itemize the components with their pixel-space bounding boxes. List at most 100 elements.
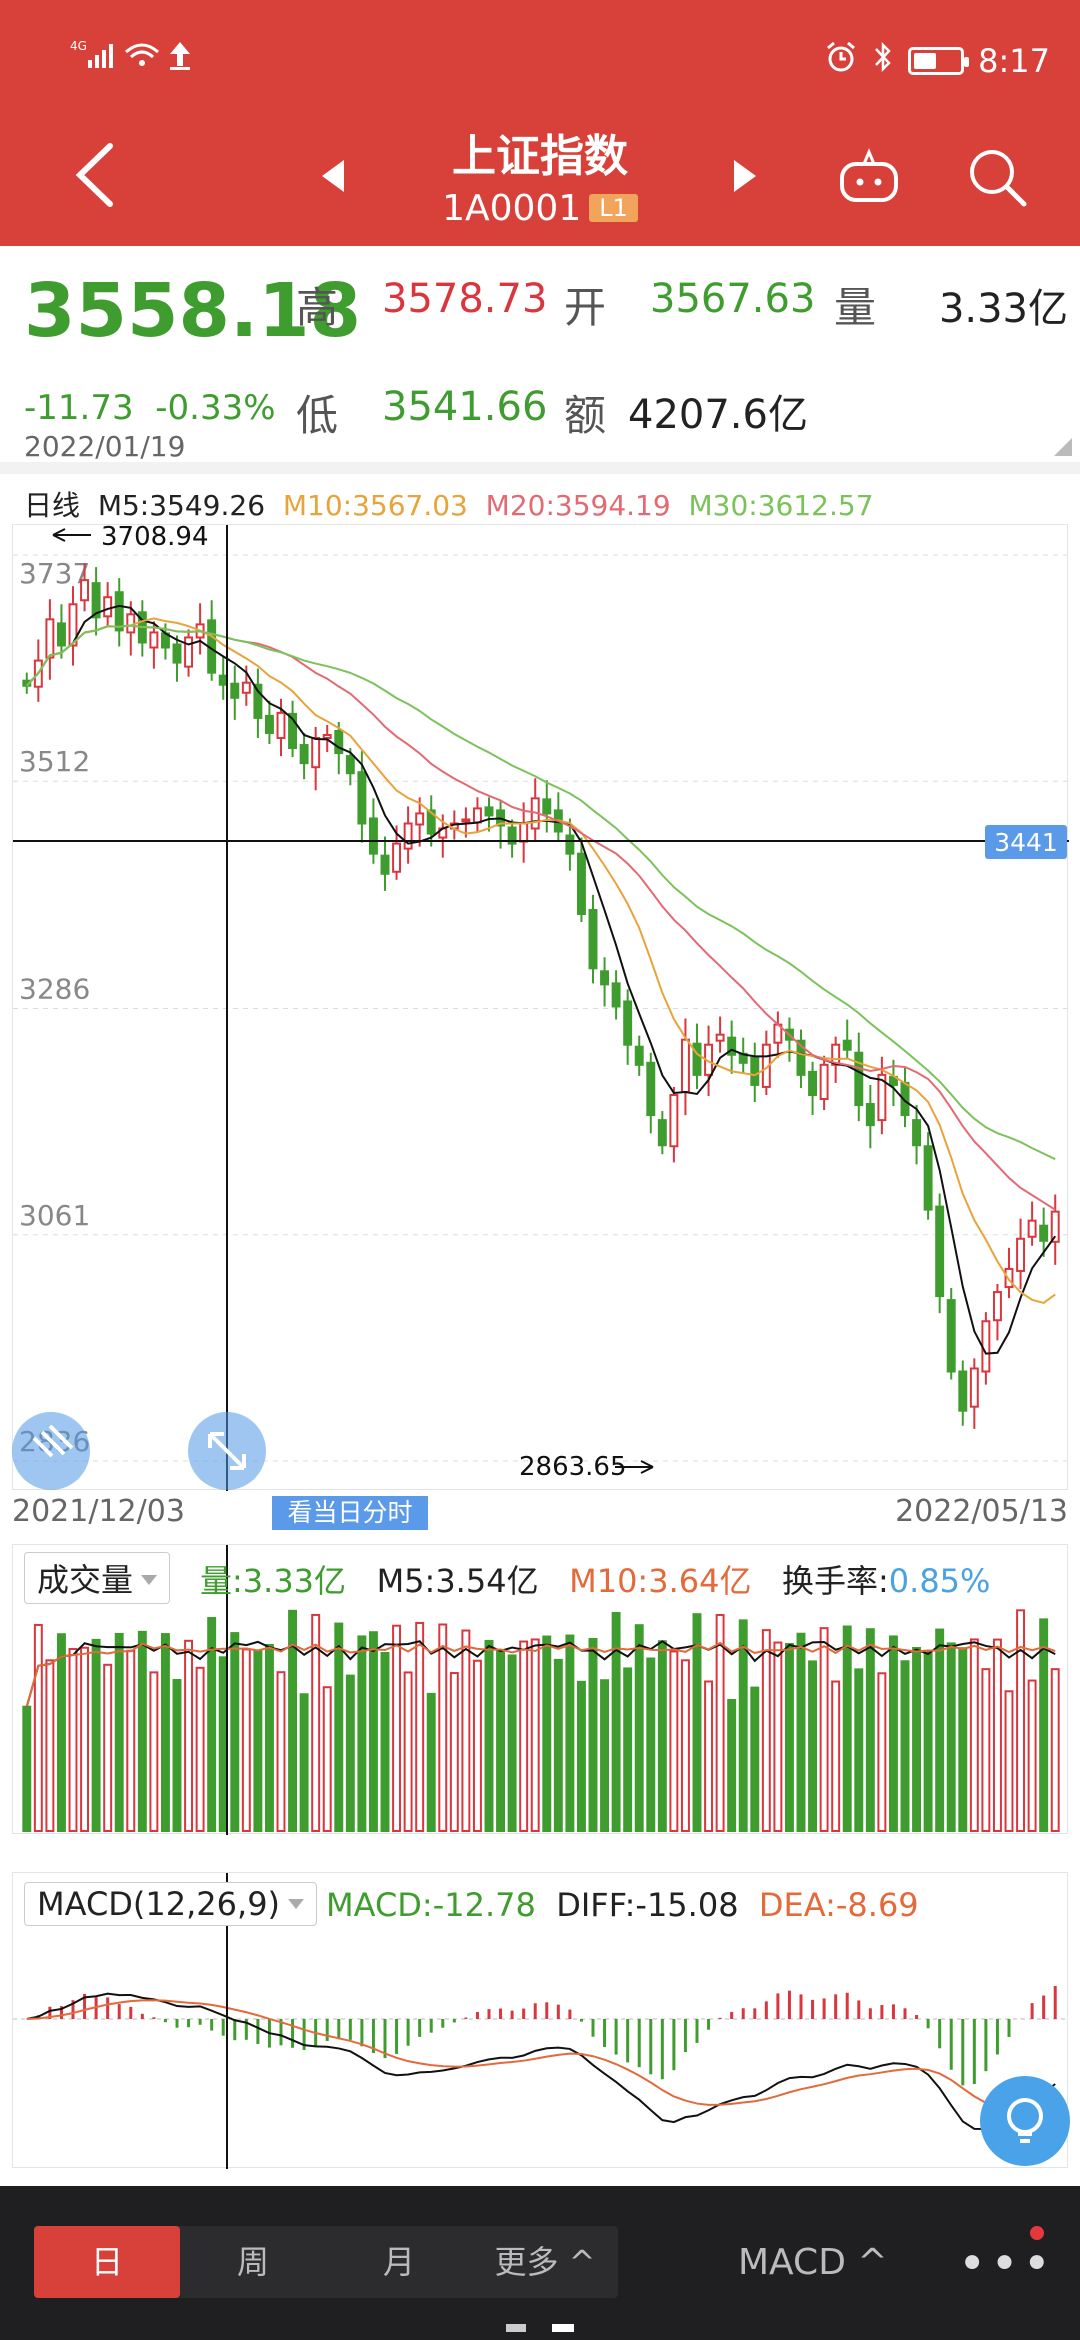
volume-bar (588, 1637, 598, 1833)
ma-legend: 日线 M5:3549.26 M10:3567.03 M20:3594.19 M3… (24, 484, 874, 524)
volume-bar (542, 1635, 552, 1833)
candle (288, 712, 298, 750)
candle (912, 1119, 922, 1147)
candle (958, 1370, 968, 1412)
level-badge: L1 (589, 194, 638, 222)
volume-bar (392, 1624, 402, 1833)
kline-svg[interactable]: 37373512328630612836 3441 3708.94 2863.6… (13, 522, 1069, 1491)
volume-bar (80, 1646, 90, 1833)
volume-bar (946, 1642, 956, 1832)
fullscreen-fab[interactable] (188, 1412, 266, 1490)
expand-corner-icon[interactable] (1054, 438, 1072, 456)
clock: 8:17 (978, 42, 1050, 80)
volume-bar (461, 1629, 471, 1832)
volume-bar (657, 1640, 667, 1832)
volume-svg[interactable] (13, 1545, 1069, 1835)
last-price: 3558.18 (24, 268, 362, 354)
volume-values: 量:3.33亿 M5:3.54亿 M10:3.64亿 换手率:0.85% (200, 1556, 990, 1602)
candle (657, 1119, 667, 1147)
indicator-switch[interactable]: MACD ^ (738, 2242, 888, 2283)
candle (172, 643, 182, 664)
volume-ma5-line (25, 1640, 1056, 1707)
volume-bar (472, 1659, 482, 1832)
volume-indicator-select[interactable]: 成交量 (24, 1552, 171, 1604)
back-arrow-icon[interactable] (70, 140, 126, 210)
volume-bar (195, 1666, 205, 1832)
stock-code: 1A0001 L1 (0, 188, 1080, 229)
code-text: 1A0001 (442, 188, 582, 229)
candle (669, 1093, 679, 1148)
candle (218, 674, 228, 686)
candle (1027, 1219, 1037, 1238)
candle (750, 1056, 760, 1086)
candle (634, 1045, 644, 1066)
prev-stock-icon[interactable] (318, 156, 348, 196)
ma5-line (26, 604, 1057, 1355)
dropdown-arrow-icon (141, 1575, 158, 1585)
macd-panel[interactable] (12, 1872, 1069, 2169)
volume-bar (692, 1613, 702, 1832)
intraday-button[interactable]: 看当日分时 (272, 1496, 428, 1530)
volume-select-label: 成交量 (37, 1561, 134, 1599)
more-menu-icon[interactable]: ••• (958, 2236, 1055, 2292)
macd-values: MACD:-12.78 DIFF:-15.08 DEA:-8.69 (326, 1886, 919, 1924)
collapse-fab[interactable] (12, 1412, 90, 1490)
ma5-label: M5:3549.26 (97, 489, 266, 522)
volume-panel[interactable] (12, 1544, 1069, 1835)
candle (322, 733, 332, 740)
candle (56, 622, 66, 647)
candle (276, 711, 286, 740)
volume-bar (68, 1647, 78, 1832)
page-indicator (506, 2324, 526, 2332)
volume-bar (831, 1680, 841, 1832)
macd-svg[interactable] (13, 1873, 1069, 2169)
candle (403, 822, 413, 850)
status-bar: 4G 8:17 (0, 0, 1080, 120)
diff-value: DIFF:-15.08 (556, 1886, 739, 1924)
candle (680, 1038, 690, 1093)
tab-day[interactable]: 日 (34, 2226, 180, 2298)
volume-bar (149, 1671, 159, 1833)
volume-bar (334, 1622, 344, 1832)
candle (992, 1291, 1002, 1322)
candle (565, 834, 575, 855)
candle (854, 1051, 864, 1107)
high-arrow-icon (52, 528, 91, 542)
search-icon[interactable] (964, 144, 1030, 210)
volume-bar (484, 1639, 494, 1832)
tab-month[interactable]: 月 (382, 2243, 415, 2281)
volume-bar (1016, 1609, 1026, 1832)
volume-bar (184, 1639, 194, 1832)
candle (715, 1033, 725, 1042)
volume-bar (888, 1635, 898, 1833)
volume-bar (865, 1628, 875, 1832)
volume-bar (415, 1621, 425, 1833)
volume-bar (565, 1634, 575, 1833)
volume-bar (33, 1623, 43, 1832)
candle (68, 603, 78, 647)
candle (981, 1320, 991, 1373)
kline-chart[interactable]: 37373512328630612836 3441 3708.94 2863.6… (12, 522, 1069, 1491)
candle (392, 842, 402, 873)
candle (865, 1103, 875, 1127)
end-date: 2022/05/13 (895, 1494, 1068, 1529)
expand-arrows-icon (208, 1432, 246, 1470)
volume-label: 量 (834, 283, 877, 332)
candle (484, 806, 494, 817)
candle (126, 613, 136, 634)
next-stock-icon[interactable] (730, 156, 760, 196)
robot-assistant-icon[interactable] (836, 146, 902, 206)
tab-more[interactable]: 更多 ^ (494, 2243, 596, 2281)
ma30-line (26, 624, 1056, 1161)
volume-bar (958, 1647, 968, 1832)
candle (519, 822, 529, 843)
candle (969, 1367, 979, 1408)
price-tick-label: 3061 (19, 1199, 90, 1232)
volume-bar (981, 1668, 991, 1832)
macd-indicator-select[interactable]: MACD(12,26,9) (24, 1882, 318, 1926)
candle (692, 1042, 702, 1076)
volume-bar (403, 1671, 413, 1832)
candle (299, 744, 309, 765)
tab-week[interactable]: 周 (236, 2243, 269, 2281)
tips-fab[interactable] (980, 2076, 1070, 2166)
